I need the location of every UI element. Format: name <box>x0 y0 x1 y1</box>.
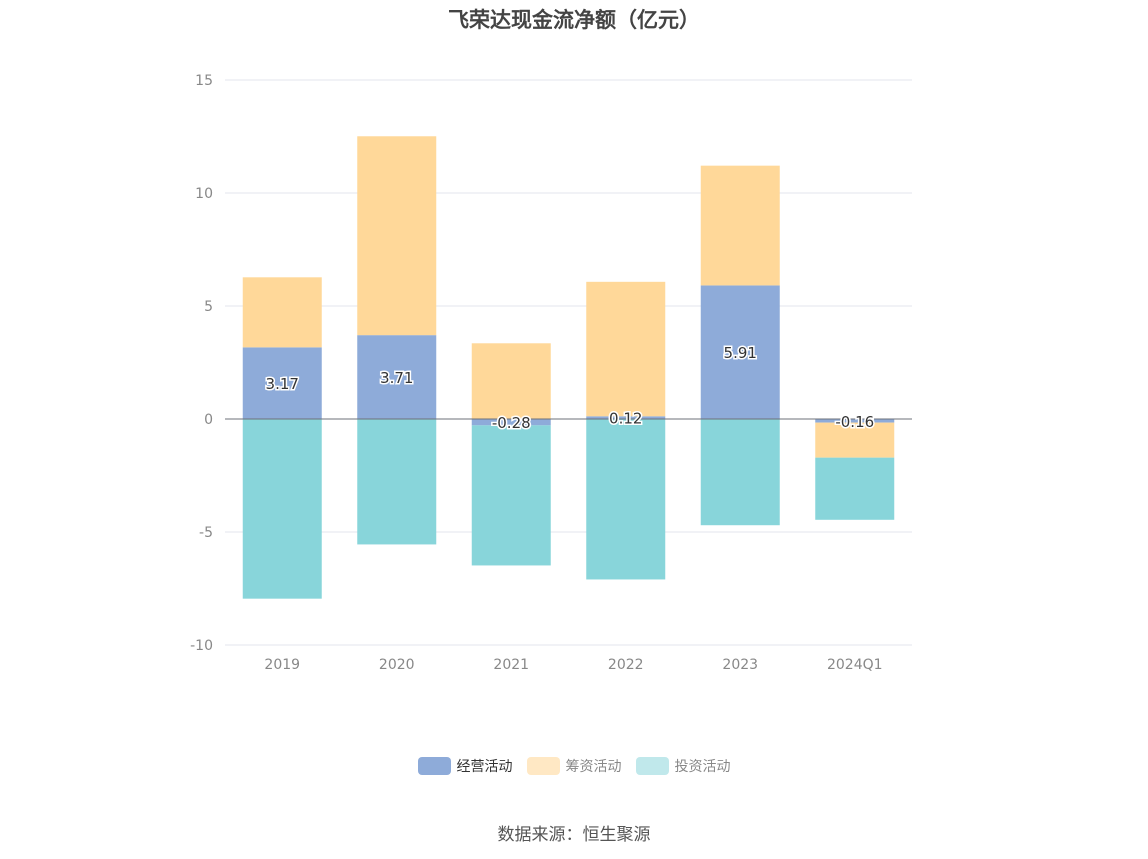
grid-layer <box>225 79 912 646</box>
bar-s0-2022[interactable] <box>586 416 666 419</box>
bar-layer <box>242 136 895 599</box>
data-label-2019: 3.17 <box>266 375 299 393</box>
bar-s2-2021[interactable] <box>471 425 551 566</box>
chart-title: 飞荣达现金流净额（亿元） <box>448 8 700 32</box>
bar-s0-2021[interactable] <box>471 419 551 426</box>
x-tick-label-2021: 2021 <box>493 657 529 673</box>
data-label-2020: 3.71 <box>380 369 413 387</box>
x-tick-label-2024Q1: 2024Q1 <box>827 657 883 673</box>
bar-s1-2022[interactable] <box>586 281 666 417</box>
legend-swatch-investing <box>635 757 669 775</box>
data-label-2022: 0.12 <box>609 410 642 428</box>
bar-s0-2019[interactable] <box>242 347 322 419</box>
data-source: 数据来源：恒生聚源 <box>497 825 651 845</box>
x-tick-label-2020: 2020 <box>379 657 415 673</box>
bar-s2-2020[interactable] <box>357 419 437 545</box>
bar-s2-2019[interactable] <box>242 419 322 599</box>
legend-item-financing[interactable]: 筹资活动 <box>526 756 622 776</box>
legend-swatch-operating <box>417 757 451 775</box>
label-layer: 3.17 3.71 -0.28 0.12 5.91 -0.16 <box>264 343 876 434</box>
y-tick-label: 15 <box>195 73 213 89</box>
bar-s2-2023[interactable] <box>700 419 780 526</box>
bar-s0-2020[interactable] <box>357 335 437 419</box>
legend-label-investing: 投资活动 <box>674 759 731 775</box>
legend-swatch-financing <box>526 757 560 775</box>
axis-layer: -10 -5 0 5 10 15 2019 2020 2021 2022 2023 2024Q1 <box>190 73 912 673</box>
y-tick-label: 5 <box>204 299 213 315</box>
x-tick-label-2022: 2022 <box>608 657 644 673</box>
data-label-2021: -0.28 <box>492 414 531 432</box>
bar-s1-2019[interactable] <box>242 277 322 348</box>
bar-s2-2022[interactable] <box>586 419 666 580</box>
bar-s0-2023[interactable] <box>700 285 780 419</box>
y-tick-label: 0 <box>204 412 213 428</box>
legend: 经营活动 筹资活动 投资活动 <box>0 756 1148 776</box>
bar-s1-2023[interactable] <box>700 165 780 286</box>
data-label-2023: 5.91 <box>724 344 757 362</box>
bar-s1-2021[interactable] <box>471 343 551 419</box>
bar-s1-2024Q1[interactable] <box>815 422 895 458</box>
legend-item-investing[interactable]: 投资活动 <box>635 756 731 776</box>
data-label-2024Q1: -0.16 <box>835 413 874 431</box>
x-tick-label-2019: 2019 <box>264 657 300 673</box>
legend-label-operating: 经营活动 <box>456 759 513 775</box>
bar-s0-2024Q1[interactable] <box>815 419 895 423</box>
legend-item-operating[interactable]: 经营活动 <box>417 756 513 776</box>
bar-s2-2024Q1[interactable] <box>815 457 895 520</box>
x-tick-label-2023: 2023 <box>722 657 758 673</box>
y-tick-label: 10 <box>195 186 213 202</box>
bar-s1-2020[interactable] <box>357 136 437 336</box>
legend-label-financing: 筹资活动 <box>565 759 622 775</box>
y-tick-label: -5 <box>199 525 213 541</box>
y-tick-label: -10 <box>190 638 213 654</box>
